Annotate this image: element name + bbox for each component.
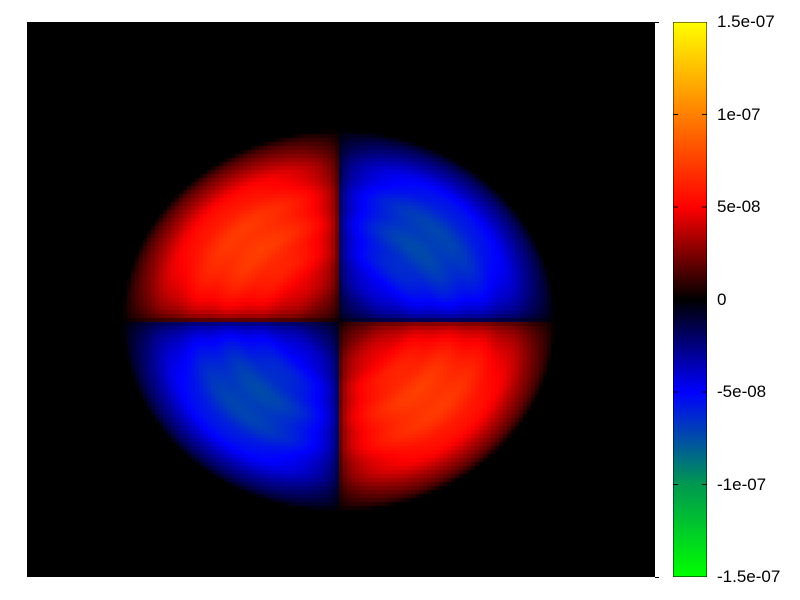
colorbar-tick-label: 1e-07 <box>717 104 761 124</box>
colorbar-gradient <box>673 22 707 577</box>
heatmap-plot-area <box>27 22 655 577</box>
colorbar <box>673 22 707 577</box>
colorbar-tick-label: 0 <box>717 289 727 309</box>
colorbar-tick-label: 5e-08 <box>717 197 761 216</box>
heatmap-image <box>27 22 655 577</box>
colorbar-tick-label: 1.5e-07 <box>717 12 775 31</box>
colorbar-tick-label: -5e-08 <box>717 382 767 401</box>
colorbar-tick-label: -1.5e-07 <box>717 567 781 586</box>
plot-border-tick <box>655 577 659 578</box>
colorbar-tick-label: -1e-07 <box>717 474 767 494</box>
plot-border-tick <box>655 22 659 23</box>
